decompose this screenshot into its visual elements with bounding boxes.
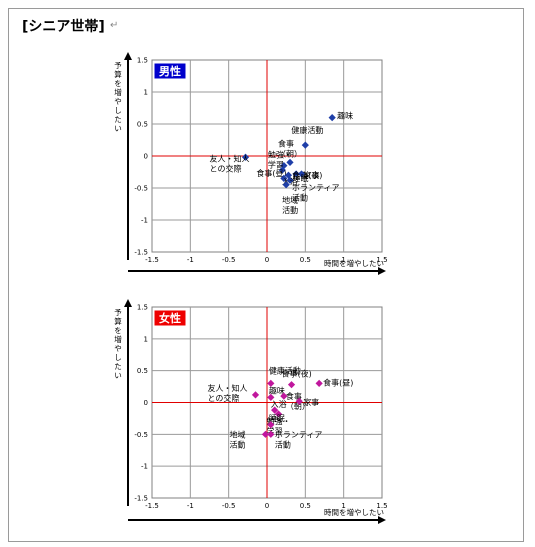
data-point-marker [280, 162, 288, 170]
data-point-marker [295, 397, 303, 405]
chart-title: 女性 [159, 311, 181, 325]
x-tick-label: 1.5 [376, 256, 387, 264]
data-point-label: 睡眠 [269, 414, 285, 423]
data-point-label: 睡眠 [292, 174, 308, 183]
data-point-label: ボランティア活動 [292, 183, 340, 202]
data-point-label: 健康活動 [269, 365, 301, 375]
x-tick-label: -1 [187, 256, 194, 264]
data-point-label: 勉強・学習 [267, 416, 291, 436]
data-point-marker [271, 406, 279, 414]
data-point-label: 友人・知人との交際 [208, 383, 248, 403]
data-point-label: 食事（朝） [278, 138, 302, 158]
x-arrow-head-icon [378, 267, 386, 275]
chart-title-badge [153, 62, 187, 80]
y-axis-label: 予算を増やしたい [114, 308, 122, 380]
data-point-marker [261, 430, 270, 438]
y-arrow-head-icon [124, 52, 132, 60]
x-tick-label: -1 [187, 502, 194, 510]
data-point-label: 入浴 [271, 399, 287, 409]
chart-title: 男性 [159, 64, 181, 78]
data-point-marker [280, 392, 288, 400]
data-point-marker [292, 170, 300, 178]
data-point-marker [274, 410, 283, 418]
data-point-marker [286, 158, 294, 166]
x-axis-label: 時間を増やしたい [324, 507, 384, 517]
data-point-label: ボランティア活動 [275, 430, 323, 449]
y-tick-label: 1.5 [137, 304, 148, 312]
y-tick-label: 0 [144, 399, 148, 407]
y-tick-label: 1 [144, 335, 148, 343]
data-point-marker [282, 181, 290, 189]
y-tick-label: 1.5 [137, 57, 148, 65]
y-tick-label: -1 [141, 463, 148, 471]
data-point-marker [251, 391, 260, 399]
y-tick-label: 0 [144, 153, 148, 161]
x-tick-label: 0 [265, 256, 269, 264]
data-point-marker [241, 153, 250, 161]
x-arrow-head-icon [378, 516, 386, 524]
data-point-marker [315, 379, 323, 387]
data-point-marker [267, 379, 275, 387]
y-tick-label: 1 [144, 89, 148, 97]
x-tick-label: -1.5 [145, 502, 159, 510]
chart-title-badge [153, 309, 187, 327]
y-tick-label: -1 [141, 217, 148, 225]
x-axis-label: 時間を増やしたい [324, 258, 384, 268]
y-tick-label: -0.5 [134, 185, 148, 193]
data-point-label: 健康活動 [291, 125, 323, 135]
data-point-label: 食事(夜) [292, 170, 322, 180]
data-point-marker [267, 430, 275, 438]
data-point-label: 食事(夜) [282, 369, 312, 379]
scatter-chart-female: 1.5 1 0.5 0 -0.5 -1 -1.5-1.5 -1 -0.5 0 0.5 1 1.5 予算を増… [114, 299, 388, 524]
data-point-label: 食事(昼) [256, 168, 286, 178]
data-point-label: 地域活動 [282, 195, 298, 215]
x-tick-label: 1 [341, 256, 345, 264]
y-axis-label: 予算を増やしたい [114, 61, 122, 133]
data-point-marker [287, 381, 296, 389]
x-tick-label: -1.5 [145, 256, 159, 264]
y-tick-label: 0.5 [137, 121, 148, 129]
x-tick-label: -0.5 [222, 502, 236, 510]
data-point-label: 趣味 [269, 385, 285, 395]
data-point-label: 家事 [304, 170, 320, 180]
data-point-label: 食事（朝） [286, 391, 310, 411]
data-point-marker [278, 166, 286, 174]
data-point-marker [301, 141, 309, 149]
data-point-marker [280, 174, 288, 182]
data-point-label: 家事 [303, 397, 319, 407]
data-point-label: 入浴 [282, 176, 298, 186]
data-point-label: 勉強・学習 [268, 150, 292, 170]
y-tick-label: -1.5 [134, 495, 148, 503]
data-point-marker [267, 393, 275, 402]
return-mark: ↵ [110, 20, 119, 31]
y-tick-label: -0.5 [134, 431, 148, 439]
y-tick-label: 0.5 [137, 367, 148, 375]
data-point-label: 趣味 [337, 111, 353, 121]
y-tick-label: -1.5 [134, 249, 148, 257]
x-tick-label: -0.5 [222, 256, 236, 264]
x-tick-label: 0 [265, 502, 269, 510]
data-point-marker [267, 421, 275, 429]
x-tick-label: 1 [341, 502, 345, 510]
y-arrow-head-icon [124, 299, 132, 307]
x-tick-label: 0.5 [300, 502, 311, 510]
data-point-label: 地域活動 [229, 429, 245, 449]
data-point-marker [286, 176, 294, 184]
page-title: [シニア世帯] [22, 19, 105, 35]
data-point-label: 友人・知人との交際 [210, 153, 250, 173]
scatter-chart-male: 1.5 1 0.5 0 -0.5 -1 -1.5-1.5 -1 -0.5 0 0.5 1 1.5 予算を増… [114, 52, 388, 275]
x-tick-label: 0.5 [300, 256, 311, 264]
data-point-marker [297, 170, 306, 178]
data-point-marker [328, 114, 336, 122]
data-point-label: 食事(昼) [323, 377, 353, 387]
x-tick-label: 1.5 [376, 502, 387, 510]
